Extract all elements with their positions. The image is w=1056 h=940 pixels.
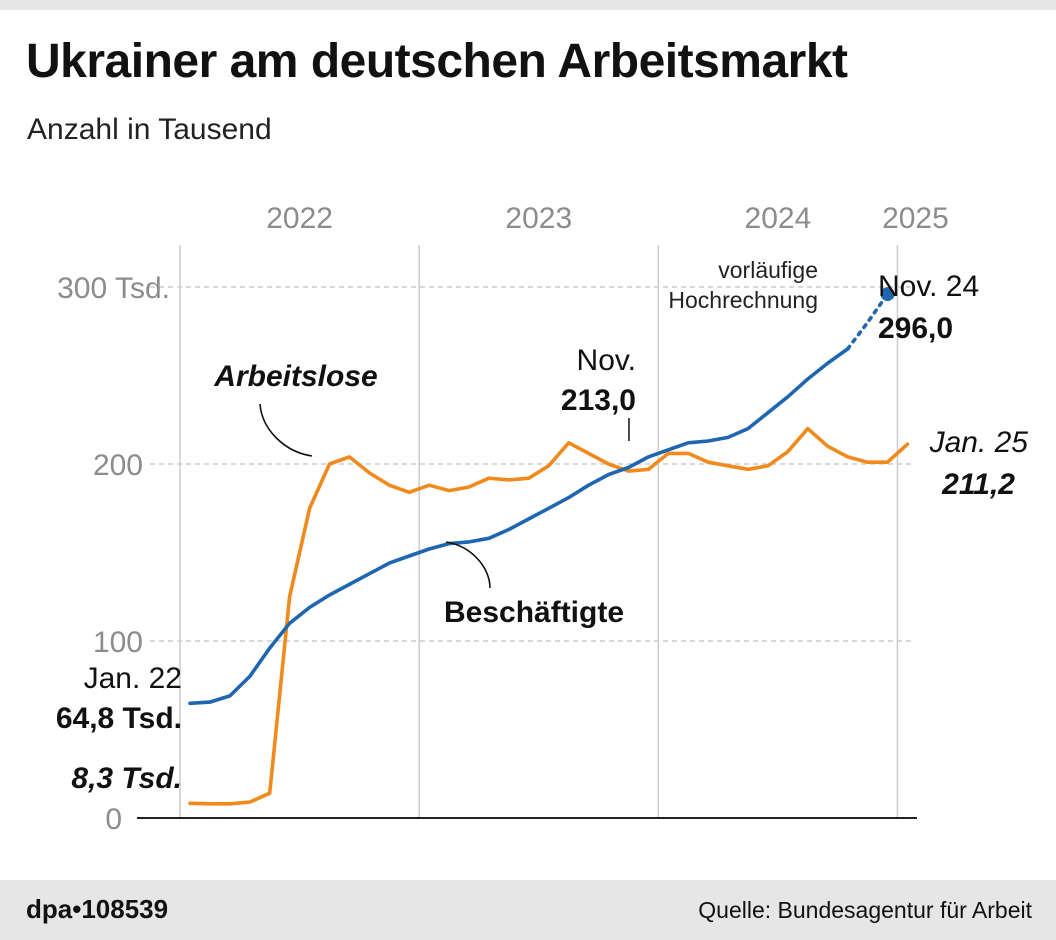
data-label-date: Jan. 25	[929, 426, 1029, 459]
projection-end-point	[880, 287, 895, 302]
line-chart: 2022 2023 2024 2025 0 100 200 300 Tsd. vorläufig…	[56, 202, 1029, 836]
chart-title: Ukrainer am deutschen Arbeitsmarkt	[26, 35, 848, 88]
footer-bar: dpa•108539 Quelle: Bundesagentur für Arb…	[0, 880, 1056, 940]
series-label-leader	[445, 541, 491, 589]
series-line-beschaeftigte	[188, 347, 850, 706]
projection-label: vorläufige	[718, 257, 818, 283]
data-label-value: 296,0	[878, 312, 953, 345]
x-tick-label-year: 2024	[745, 202, 812, 235]
y-tick-label: 0	[105, 803, 122, 836]
data-label-value: 64,8 Tsd.	[56, 702, 182, 735]
series-label-leader	[259, 403, 313, 457]
y-tick-label: 100	[93, 626, 143, 659]
y-tick-label: 200	[93, 449, 143, 482]
chart-subtitle: Anzahl in Tausend	[27, 113, 272, 146]
data-label-date: Nov.	[577, 344, 636, 377]
source-note: Quelle: Bundesagentur für Arbeit	[698, 897, 1032, 923]
x-tick-label-year: 2023	[505, 202, 572, 235]
data-label-date: Jan. 22	[84, 662, 182, 695]
data-label-date: Nov. 24	[878, 270, 979, 303]
top-bar	[0, 0, 1056, 10]
series-projection-beschaeftigte	[845, 292, 890, 351]
x-tick-label-year: 2025	[882, 202, 949, 235]
x-tick-label-year: 2022	[266, 202, 333, 235]
dpa-credit: dpa•108539	[26, 894, 169, 924]
y-tick-label: 300 Tsd.	[57, 272, 170, 305]
data-label-value: 211,2	[941, 468, 1015, 501]
series-line-arbeitslose	[188, 426, 910, 806]
data-label-value: 8,3 Tsd.	[71, 762, 182, 795]
projection-label: Hochrechnung	[668, 287, 818, 313]
series-label-arbeitslose: Arbeitslose	[213, 360, 377, 393]
data-label-value: 213,0	[561, 384, 636, 417]
series-label-beschaeftigte: Beschäftigte	[444, 596, 624, 629]
